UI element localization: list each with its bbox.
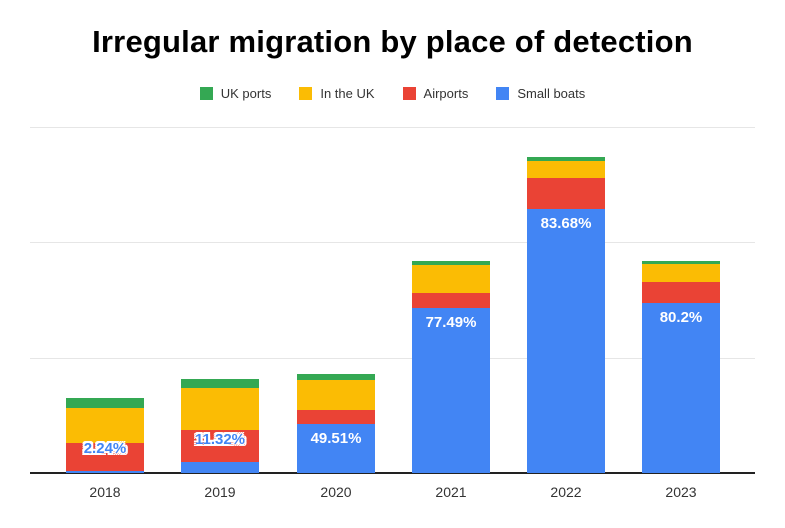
bar-segment-uk-ports-2018 bbox=[66, 398, 144, 408]
legend-swatch-uk-ports bbox=[199, 87, 213, 100]
legend-label: Airports bbox=[423, 86, 469, 101]
bar-segment-in-the-uk-2022 bbox=[527, 160, 605, 178]
bar-segment-airports-2023 bbox=[642, 281, 720, 303]
x-axis-label-2022: 2022 bbox=[550, 484, 582, 500]
legend-label: In the UK bbox=[320, 86, 375, 101]
bar-segment-in-the-uk-2020 bbox=[297, 380, 375, 411]
legend: UK ports In the UK Airports Small boats bbox=[0, 86, 785, 101]
bar-annotation-2022: 83.68% bbox=[540, 214, 592, 232]
legend-swatch-small-boats bbox=[496, 87, 510, 100]
bar-annotation-2021: 77.49% bbox=[425, 314, 477, 332]
chart-title: Irregular migration by place of detectio… bbox=[92, 24, 693, 59]
bar-segment-airports-2021 bbox=[412, 293, 490, 309]
bar-segment-in-the-uk-2021 bbox=[412, 265, 490, 294]
bar-segment-small-boats-2020 bbox=[297, 424, 375, 473]
gridline bbox=[30, 357, 755, 359]
x-axis-label-2021: 2021 bbox=[435, 484, 467, 500]
x-axis-label-2023: 2023 bbox=[665, 484, 697, 500]
legend-swatch-airports bbox=[402, 87, 416, 100]
bar-segment-uk-ports-2022 bbox=[527, 157, 605, 161]
bar-annotation-2020: 49.51% bbox=[310, 430, 362, 448]
legend-label: UK ports bbox=[220, 86, 272, 101]
bar-segment-uk-ports-2021 bbox=[412, 260, 490, 266]
bar-segment-in-the-uk-2018 bbox=[66, 407, 144, 443]
bar-segment-airports-2020 bbox=[297, 410, 375, 425]
x-axis-label-2019: 2019 bbox=[204, 484, 236, 500]
gridline bbox=[30, 126, 755, 128]
bar-segment-small-boats-2022 bbox=[527, 208, 605, 473]
x-axis-label-2020: 2020 bbox=[320, 484, 352, 500]
legend-swatch-in-the-uk bbox=[299, 87, 313, 100]
gridline bbox=[30, 242, 755, 243]
bar-segment-small-boats-2023 bbox=[642, 302, 720, 473]
legend-item-uk-ports: UK ports bbox=[199, 86, 272, 101]
x-axis-label-2018: 2018 bbox=[89, 484, 121, 500]
bar-segment-small-boats-2018 bbox=[66, 471, 144, 473]
bar-annotation-2019: 11.32% bbox=[194, 431, 246, 449]
bar-segment-airports-2018 bbox=[66, 442, 144, 472]
bar-annotation-2018: 2.24% bbox=[83, 440, 127, 458]
legend-item-in-the-uk: In the UK bbox=[299, 86, 375, 101]
bar-segment-uk-ports-2020 bbox=[297, 374, 375, 381]
bar-segment-uk-ports-2019 bbox=[181, 379, 259, 389]
bar-segment-in-the-uk-2019 bbox=[181, 388, 259, 431]
bar-segment-uk-ports-2023 bbox=[642, 260, 720, 264]
bar-segment-airports-2019 bbox=[181, 430, 259, 463]
legend-item-small-boats: Small boats bbox=[496, 86, 585, 101]
bar-segment-airports-2022 bbox=[527, 177, 605, 209]
bar-segment-small-boats-2019 bbox=[181, 462, 259, 473]
bar-segment-in-the-uk-2023 bbox=[642, 263, 720, 282]
legend-item-airports: Airports bbox=[402, 86, 469, 101]
x-axis-line bbox=[30, 472, 755, 474]
bar-segment-small-boats-2021 bbox=[412, 308, 490, 473]
bar-annotation-2023: 80.2% bbox=[659, 308, 703, 326]
legend-label: Small boats bbox=[517, 86, 586, 101]
